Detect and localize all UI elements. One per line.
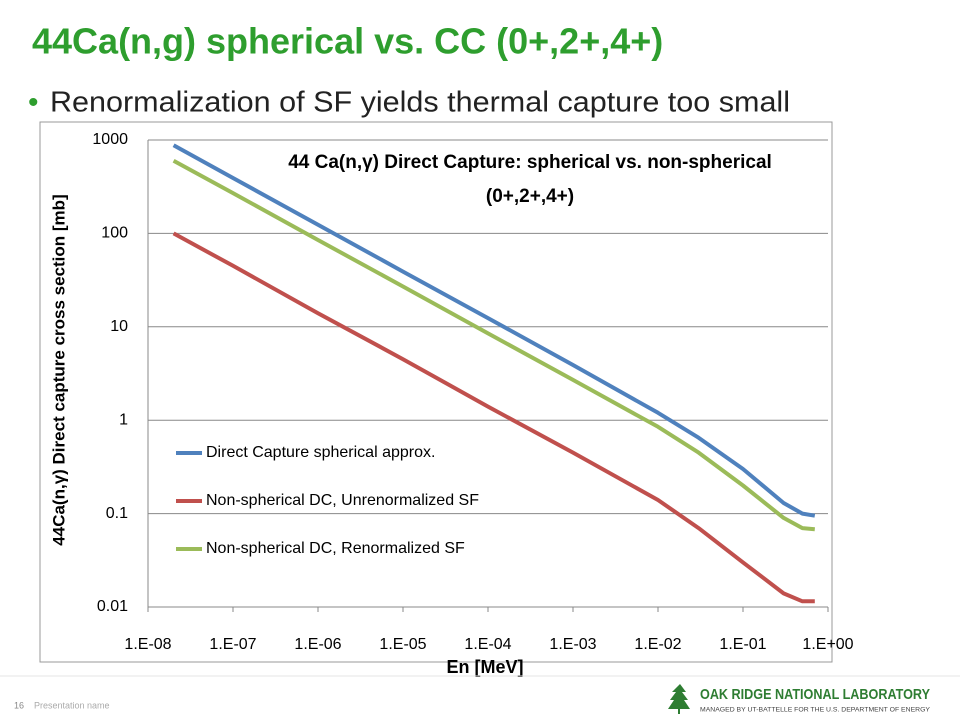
x-axis-label: En [MeV] bbox=[446, 657, 523, 677]
page-number: 16 bbox=[14, 700, 24, 710]
bullet: Renormalization of SF yields thermal cap… bbox=[50, 87, 790, 119]
logo-tree bbox=[668, 684, 690, 714]
slide-title: 44Ca(n,g) spherical vs. CC (0+,2+,4+) bbox=[32, 21, 663, 62]
series-line bbox=[172, 143, 816, 518]
logo: Oak Ridge National Laboratory bbox=[700, 686, 930, 703]
x-tick-label: 1.E-01 bbox=[719, 636, 766, 653]
y-tick-label: 100 bbox=[101, 225, 128, 242]
y-tick-label: 1 bbox=[119, 411, 128, 428]
legend-label: Direct Capture spherical approx. bbox=[206, 444, 435, 461]
x-tick-label: 1.E-08 bbox=[124, 636, 171, 653]
y-tick-label: 1000 bbox=[92, 131, 128, 148]
x-tick-label: 1.E-03 bbox=[549, 636, 596, 653]
bullet-dot: • bbox=[28, 86, 39, 119]
x-tick-label: 1.E-06 bbox=[294, 636, 341, 653]
y-axis-label: 44Ca(n,γ) Direct capture cross section [… bbox=[49, 194, 68, 545]
logo-sub: MANAGED BY UT-BATTELLE FOR THE U.S. DEPA… bbox=[700, 707, 931, 714]
y-tick-label: 10 bbox=[110, 318, 128, 335]
x-tick-label: 1.E-05 bbox=[379, 636, 426, 653]
series-line bbox=[172, 158, 815, 532]
footer-text: Presentation name bbox=[34, 700, 110, 710]
chart-frame bbox=[39, 121, 833, 663]
y-tick-label: 0.1 bbox=[106, 505, 128, 522]
x-tick-label: 1.E-02 bbox=[634, 636, 681, 653]
legend-label: Non-spherical DC, Renormalized SF bbox=[206, 540, 465, 557]
chart-title: 44 Ca(n,γ) Direct Capture: spherical vs.… bbox=[288, 152, 772, 173]
y-tick-label: 0.01 bbox=[97, 598, 128, 615]
legend-label: Non-spherical DC, Unrenormalized SF bbox=[206, 492, 479, 509]
x-tick-label: 1.E+00 bbox=[802, 636, 853, 653]
chart-title: (0+,2+,4+) bbox=[486, 186, 574, 207]
series-line bbox=[172, 231, 815, 604]
x-tick-label: 1.E-07 bbox=[209, 636, 256, 653]
x-tick-label: 1.E-04 bbox=[464, 636, 511, 653]
chart: 0.01 0.1 1 10 100 1000 1.E-08 1.E-07 1.E-06 1.E-0… bbox=[49, 131, 853, 677]
